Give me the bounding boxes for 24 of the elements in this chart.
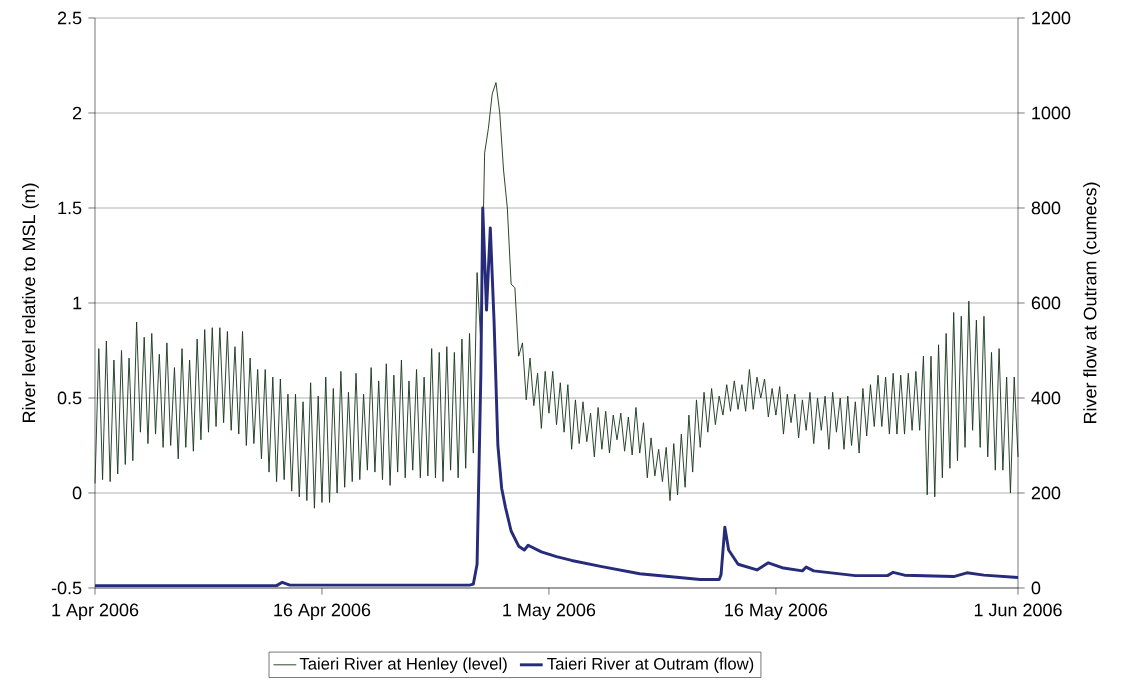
y-tick-label: 0: [72, 486, 82, 500]
x-tick-label: 1 Apr 2006: [52, 603, 139, 620]
y2-axis-title: River flow at Outram (cumecs): [1083, 182, 1101, 424]
y2-tick-label: 400: [1031, 391, 1061, 405]
x-tick-label: 1 May 2006: [503, 603, 596, 620]
y-tick-label: -0.5: [51, 581, 82, 595]
y2-tick-label: 200: [1031, 486, 1061, 500]
y-tick-label: 0.5: [57, 391, 82, 405]
x-tick-label: 1 Jun 2006: [974, 603, 1062, 617]
y-axis-title: River level relative to MSL (m): [22, 183, 39, 423]
legend-label: Taieri River at Outram (flow): [547, 657, 754, 673]
x-tick-label: 16 May 2006: [725, 603, 828, 620]
y-tick-label: 2: [72, 106, 82, 120]
y2-tick-label: 800: [1031, 201, 1061, 215]
x-tick-label: 16 Apr 2006: [274, 603, 371, 620]
y2-tick-label: 0: [1031, 581, 1041, 595]
line-series: [94, 82, 1019, 509]
legend-label: Taieri River at Henley (level): [299, 657, 507, 673]
y-tick-label: 1: [73, 296, 82, 310]
y-tick-label: 2.5: [57, 11, 82, 25]
y2-tick-label: 600: [1031, 296, 1061, 310]
y2-tick-label: 1000: [1032, 106, 1071, 120]
y2-tick-label: 1200: [1032, 11, 1071, 25]
y-tick-label: 1.5: [58, 201, 82, 215]
